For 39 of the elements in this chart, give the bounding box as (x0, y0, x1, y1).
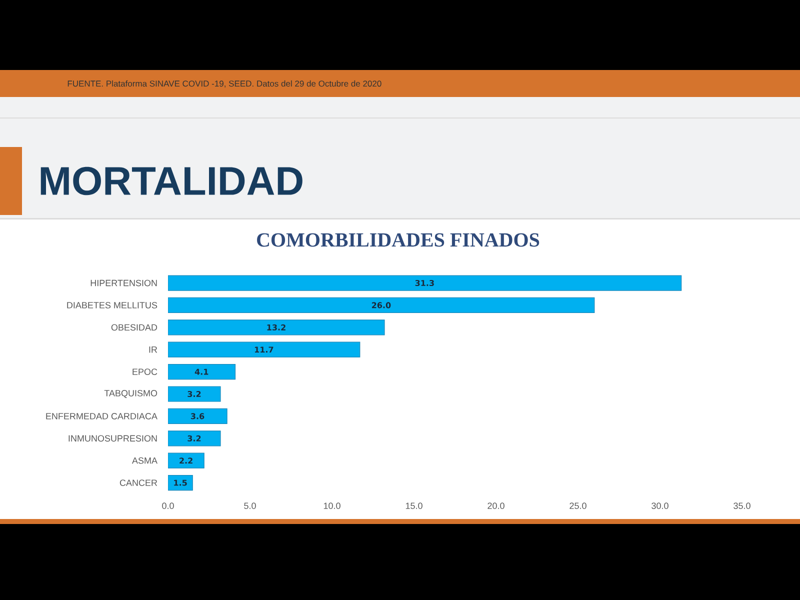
y-tick-label: CANCER (120, 480, 158, 486)
data-label: 13.2 (267, 324, 286, 330)
bar (168, 320, 385, 336)
data-label: 1.5 (174, 480, 187, 486)
y-tick-label: HIPERTENSION (90, 280, 157, 286)
bar (168, 408, 228, 424)
y-tick-label: ASMA (132, 457, 158, 464)
x-tick-label: 15.0 (406, 502, 422, 509)
y-tick-label: OBESIDAD (111, 324, 158, 331)
x-tick-label: 10.0 (324, 502, 340, 509)
y-tick-label: DIABETES MELLITUS (67, 302, 158, 308)
data-label: 31.3 (415, 280, 434, 286)
x-tick-label: 0.0 (162, 502, 174, 509)
data-label: 3.2 (188, 390, 201, 398)
data-label: 3.2 (188, 435, 201, 442)
data-label: 11.7 (254, 346, 274, 353)
y-tick-label: IR (149, 346, 158, 353)
x-tick-label: 25.0 (570, 502, 586, 509)
source-note: FUENTE. Plataforma SINAVE COVID -19, SEED. Datos del 29 de Octubre de 2020 (68, 80, 382, 88)
y-tick-label: TABQUISMO (104, 390, 158, 398)
y-tick-label: ENFERMEDAD CARDIACA (46, 413, 158, 420)
data-label: 2.2 (180, 458, 192, 464)
chart-subtitle: COMORBILIDADES FINADOS (257, 233, 540, 247)
bar (168, 364, 236, 380)
bar (168, 452, 204, 468)
data-label: 4.1 (194, 368, 208, 375)
x-tick-label: 5.0 (244, 502, 256, 509)
x-tick-label: 20.0 (488, 502, 504, 509)
x-tick-label: 30.0 (652, 502, 668, 509)
bar (168, 297, 595, 314)
data-label: 3.6 (190, 413, 204, 420)
bar (168, 342, 360, 358)
x-tick-label: 35.0 (734, 502, 750, 509)
chart-title: MORTALIDAD (40, 166, 302, 196)
y-tick-label: EPOC (132, 368, 158, 375)
data-label: 26.0 (372, 302, 391, 308)
y-tick-label: INMUNOSUPRESION (68, 435, 157, 442)
bar (168, 275, 682, 291)
bar (168, 430, 221, 446)
